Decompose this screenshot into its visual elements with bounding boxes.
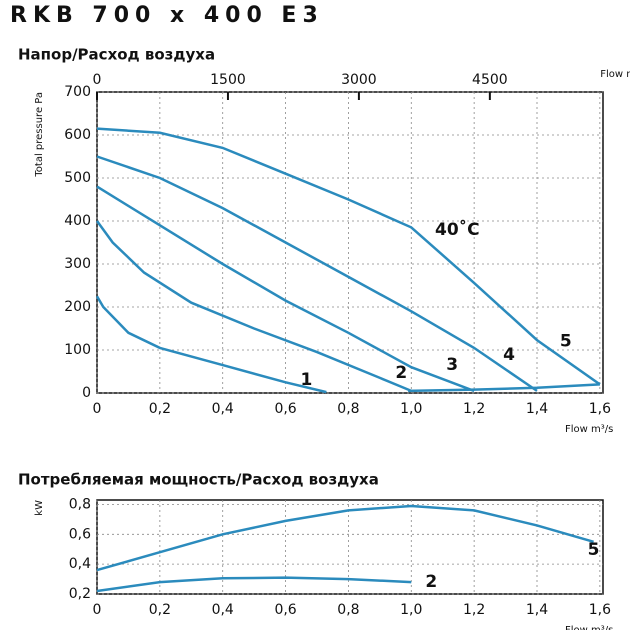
x-tick-label: 1,4 [526,602,548,618]
series-line [408,383,600,393]
x-tick-label: 0 [93,401,102,417]
chart-title: Потребляемая мощность/Расход воздуха [18,471,379,489]
x-tick-label: 1,2 [463,602,485,618]
x2-axis-label: Flow m³/h [600,69,630,80]
series-line [96,504,594,572]
x-tick-label: 1,6 [589,602,611,618]
x-tick-label: 0,6 [274,401,296,417]
series-label: 2 [425,572,437,592]
annotation: 40˚C [435,218,480,240]
x-tick-label: 0,4 [212,401,234,417]
x-tick-label: 1,2 [463,401,485,417]
x2-tick-label: 4500 [472,72,508,88]
series-line [96,185,475,393]
series-label: 1 [301,370,313,390]
series-label: 5 [588,540,600,560]
series-label: 4 [503,345,515,365]
x-tick-label: 1,4 [526,401,548,417]
y-tick-label: 500 [64,170,91,186]
x-tick-label: 0,2 [149,401,171,417]
y-tick-label: 0,2 [69,586,91,602]
y-tick-label: 600 [64,127,91,143]
page-title: RKB 700 x 400 E3 [10,3,324,28]
series-line [96,155,538,392]
series-label: 3 [446,355,458,375]
x-tick-label: 1,0 [400,401,422,417]
series-label: 5 [560,331,572,351]
y-tick-label: 400 [64,213,91,229]
series-line [96,576,412,593]
y-tick-label: 300 [64,256,91,272]
x-tick-label: 0,6 [274,602,296,618]
chart-title: Напор/Расход воздуха [18,46,215,64]
y-tick-label: 200 [64,299,91,315]
x-tick-label: 0,4 [212,602,234,618]
x-tick-label: 0,8 [337,602,359,618]
x2-tick-label: 3000 [341,72,377,88]
x-tick-label: 0 [93,602,102,618]
x-tick-label: 0,8 [337,401,359,417]
x2-tick-label: 0 [93,72,102,88]
y-tick-label: 100 [64,342,91,358]
x-tick-label: 1,0 [400,602,422,618]
y-tick-label: 0,6 [69,526,91,542]
y-axis-label: kW [34,500,45,516]
x-tick-label: 0,2 [149,602,171,618]
series-label: 2 [395,363,407,383]
series-line [96,127,601,386]
y-tick-label: 0,8 [69,496,91,512]
x-axis-label: Flow m³/s [565,625,613,630]
y-tick-label: 0 [82,385,91,401]
series-line [95,220,412,393]
y-tick-label: 0,4 [69,556,91,572]
series-line [95,295,327,394]
y-axis-label: Total pressure Pa [34,92,45,178]
x-tick-label: 1,6 [589,401,611,417]
x-axis-label: Flow m³/s [565,424,613,435]
x2-tick-label: 1500 [210,72,246,88]
y-tick-label: 700 [64,84,91,100]
